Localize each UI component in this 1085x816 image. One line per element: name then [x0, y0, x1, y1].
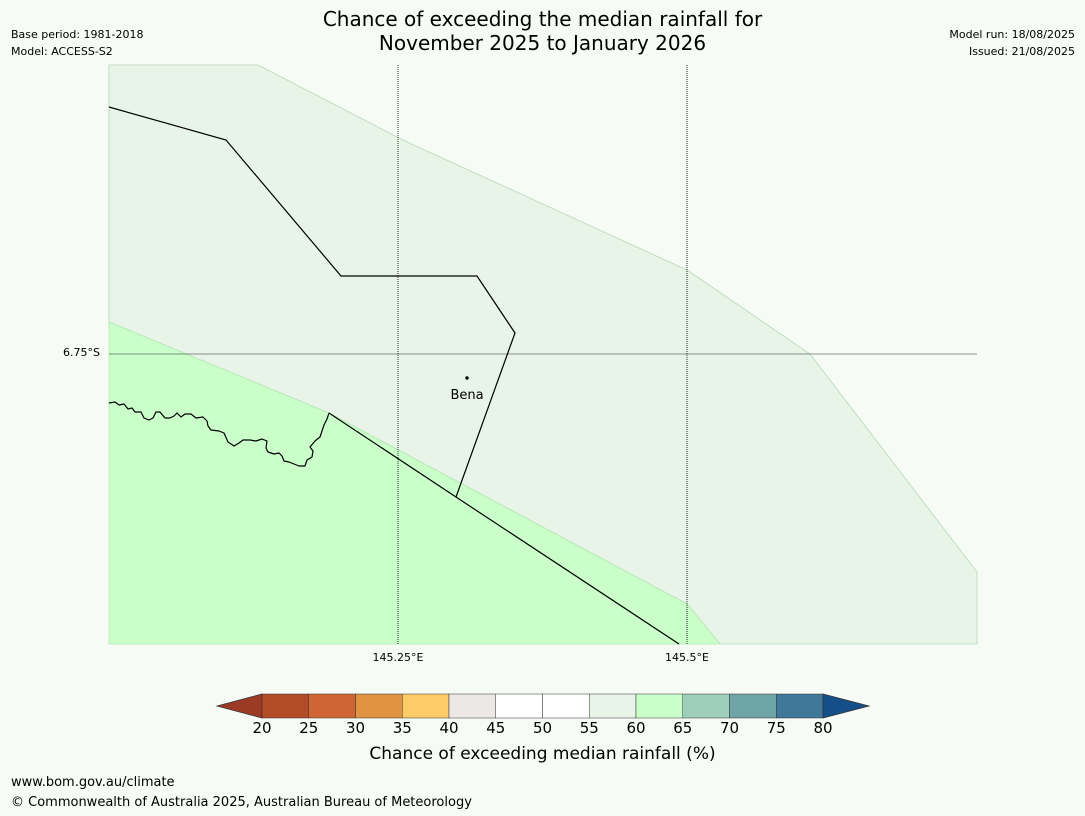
coastline-river — [108, 401, 330, 467]
colorbar-title: Chance of exceeding median rainfall (%) — [369, 744, 716, 764]
title-line-2: November 2025 to January 2026 — [378, 31, 707, 55]
colorbar-segment — [355, 693, 403, 719]
colorbar-segment — [261, 693, 309, 719]
colorbar-segment — [495, 693, 543, 719]
colorbar-tick-label: 40 — [439, 719, 459, 737]
longitude-label-145-25e: 145.25°E — [372, 651, 424, 664]
colorbar-segment — [776, 693, 824, 719]
colorbar-segment — [682, 693, 730, 719]
colorbar-segment — [308, 693, 356, 719]
colorbar-segment — [448, 693, 496, 719]
model-text: Model: ACCESS-S2 — [11, 45, 113, 58]
colorbar-tick-label: 55 — [579, 719, 599, 737]
colorbar-segment — [635, 693, 683, 719]
town-dot-icon — [465, 376, 469, 380]
place-label-bena: Bena — [450, 388, 484, 403]
left-metadata: Base period: 1981-2018 Model: ACCESS-S2 — [11, 26, 143, 60]
colorbar-tick-label: 35 — [392, 719, 412, 737]
colorbar-segment — [589, 693, 637, 719]
base-period-text: Base period: 1981-2018 — [11, 28, 144, 41]
colorbar-tick-label: 25 — [299, 719, 319, 737]
colorbar-segment — [402, 693, 450, 719]
province-border-north — [108, 106, 516, 498]
province-border-south — [328, 412, 680, 645]
footer-copyright: © Commonwealth of Australia 2025, Austra… — [11, 795, 472, 810]
title-line-1: Chance of exceeding the median rainfall … — [322, 7, 763, 31]
colorbar-segment — [542, 693, 590, 719]
colorbar-tick-label: 50 — [532, 719, 553, 737]
colorbar-tick-label: 75 — [766, 719, 786, 737]
latitude-label: 6.75°S — [63, 346, 100, 359]
footer-url: www.bom.gov.au/climate — [11, 775, 175, 790]
colorbar-segments — [261, 693, 824, 719]
colorbar-tick-label: 30 — [345, 719, 366, 737]
colorbar-tick-label: 65 — [673, 719, 693, 737]
colorbar — [215, 693, 871, 719]
colorbar-over-arrow — [822, 693, 871, 719]
right-metadata: Model run: 18/08/2025 Issued: 21/08/2025 — [949, 26, 1075, 60]
issued-text: Issued: 21/08/2025 — [968, 45, 1075, 58]
model-run-text: Model run: 18/08/2025 — [949, 28, 1075, 41]
colorbar-tick-label: 20 — [252, 719, 272, 737]
colorbar-tick-label: 70 — [719, 719, 740, 737]
map-title: Chance of exceeding the median rainfall … — [0, 7, 1085, 55]
probability-region-60-65 — [108, 321, 721, 645]
longitude-label-145-5e: 145.5°E — [665, 651, 709, 664]
colorbar-tick-label: 60 — [626, 719, 646, 737]
colorbar-under-arrow — [215, 693, 263, 719]
colorbar-tick-label: 45 — [486, 719, 506, 737]
colorbar-segment — [729, 693, 777, 719]
colorbar-tick-label: 80 — [813, 719, 833, 737]
